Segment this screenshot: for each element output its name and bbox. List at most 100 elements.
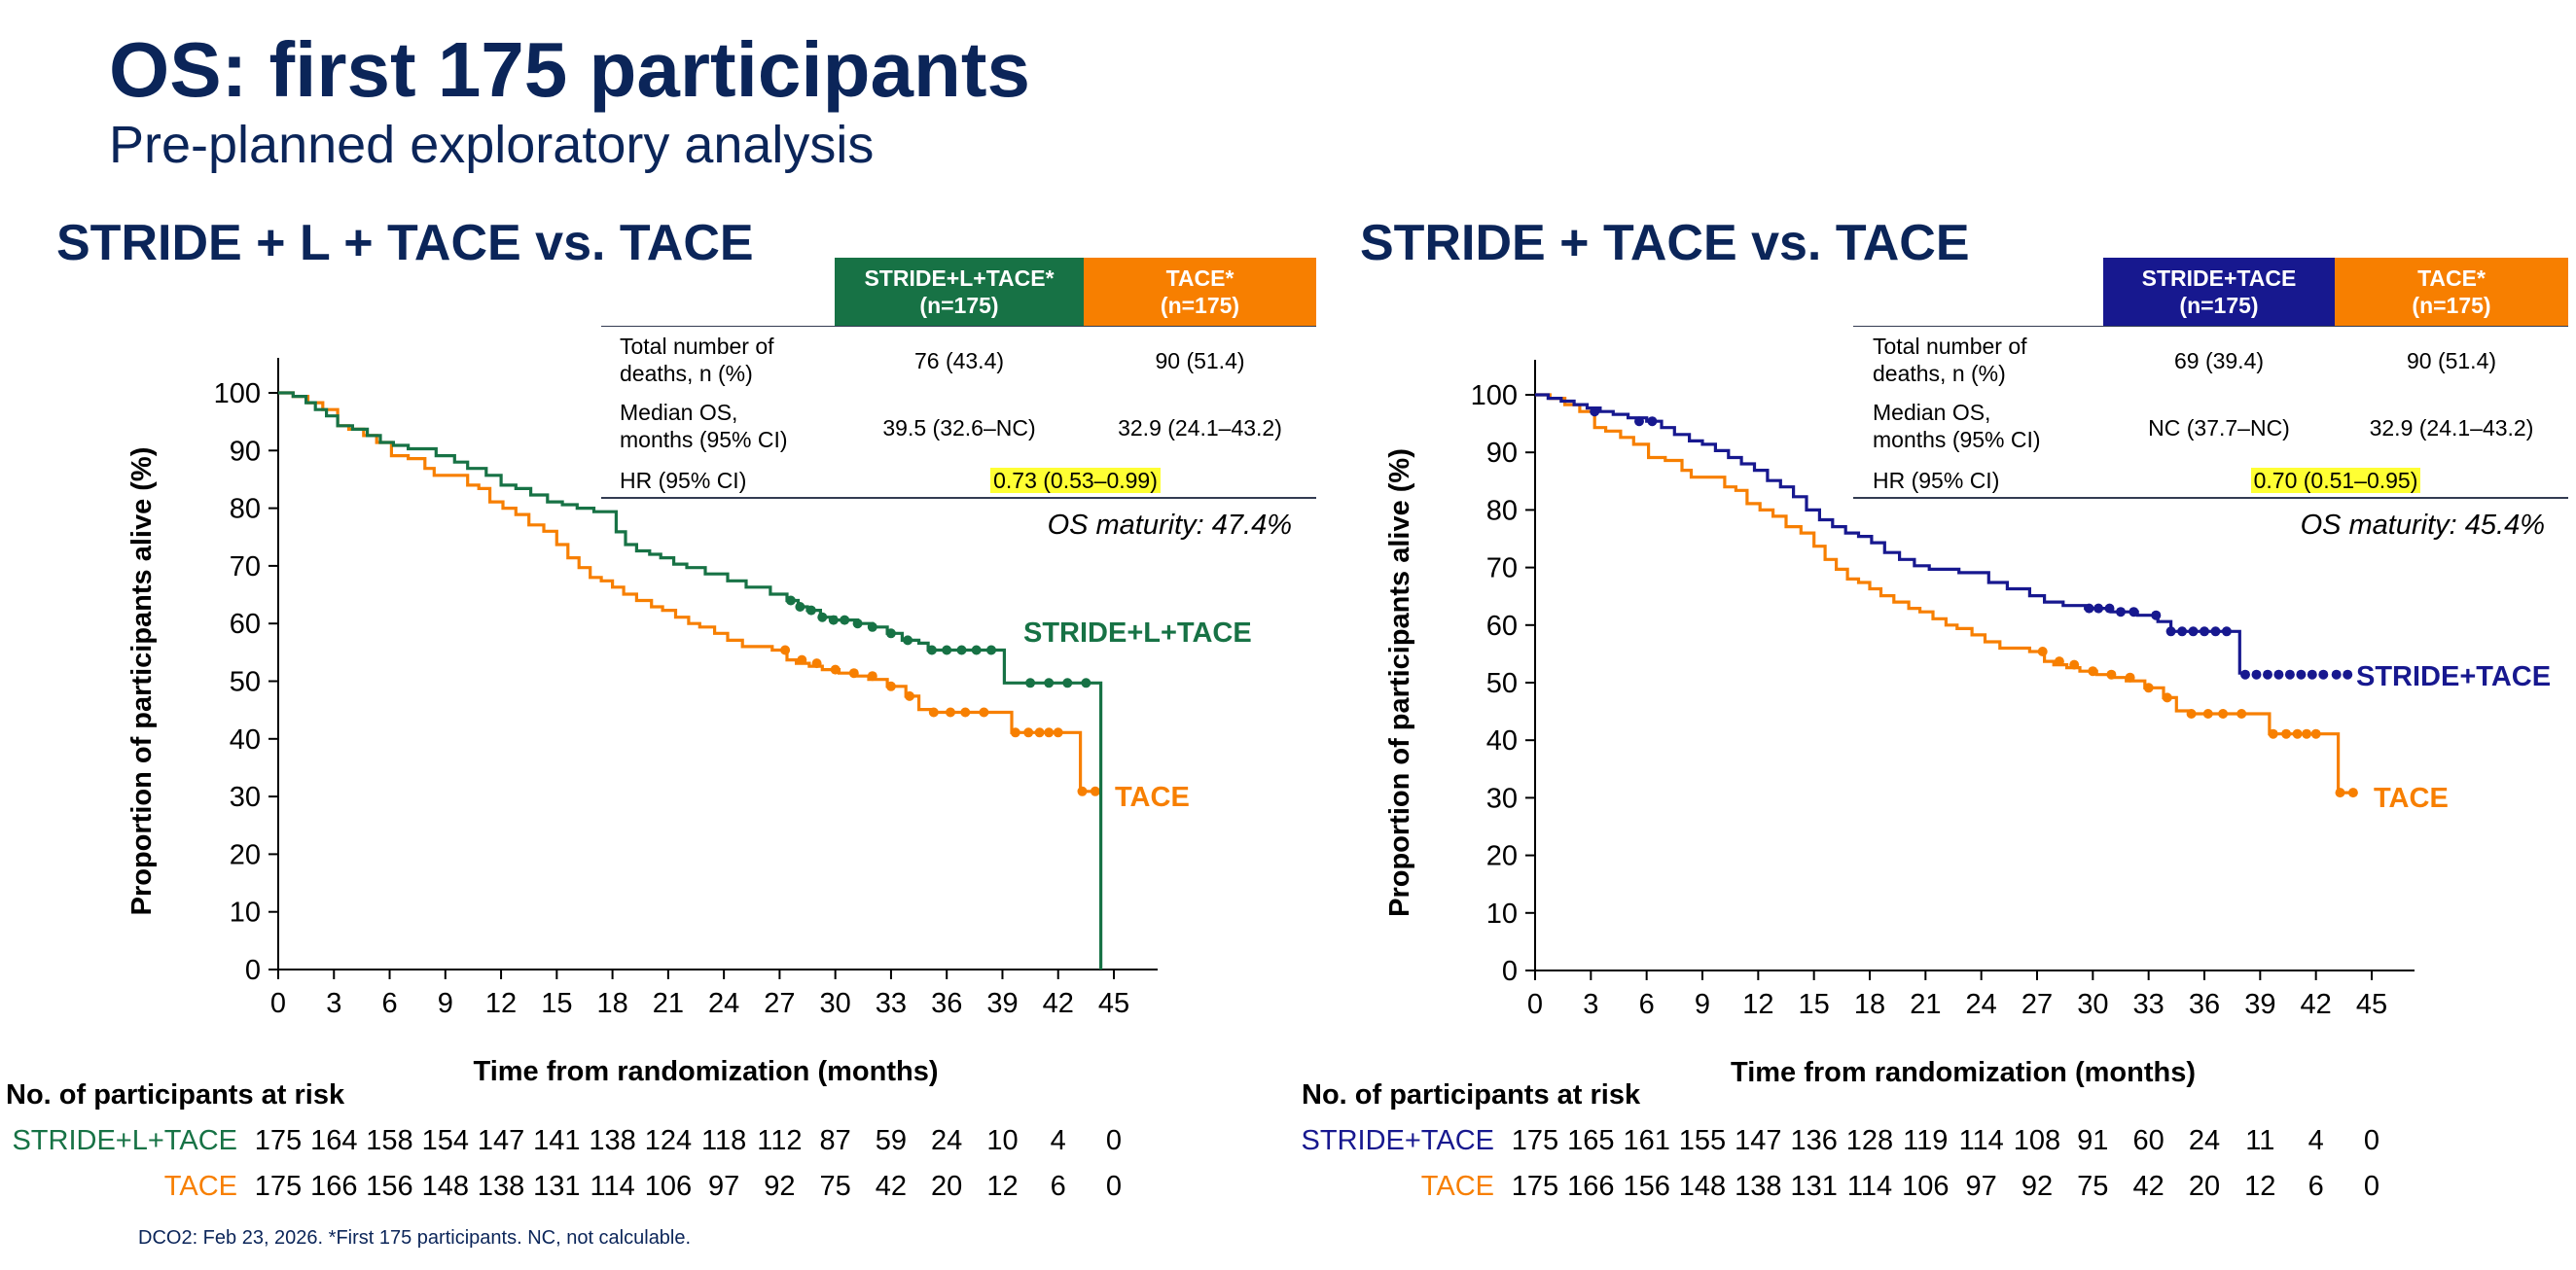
left-risk-control-value: 114 [590,1171,635,1202]
right-x-tick-label: 6 [1639,989,1655,1020]
left-row1-treatment: 76 (43.4) [913,348,1005,373]
left-series-control-censor-mark [905,690,914,701]
right-y-tick-label: 90 [1486,438,1518,469]
left-y-tick-label: 50 [230,667,261,698]
left-x-tick-label: 21 [653,988,684,1019]
right-risk-treatment-value: 155 [1678,1125,1727,1156]
left-risk-label-treatment: STRIDE+L+TACE [12,1125,237,1156]
right-series-treatment-censor-mark [2084,603,2094,614]
left-risk-control-value: 20 [931,1171,963,1202]
left-x-tick-label: 36 [931,988,962,1019]
right-row2-control: 32.9 (24.1–43.2) [2369,415,2534,441]
left-x-tick-label: 18 [596,988,627,1019]
page-title: OS: first 175 participants [109,26,1030,113]
left-table-header-control-label: TACE* [1165,265,1234,291]
right-risk-treatment-value: 4 [2308,1125,2324,1156]
left-risk-control-value: 175 [254,1171,303,1202]
right-table-header-control-label: TACE* [2417,265,2486,291]
right-y-tick-label: 10 [1486,899,1518,930]
right-series-treatment-censor-mark [2104,603,2115,614]
right-series-treatment-censor-mark [2296,669,2307,680]
left-row2-control: 32.9 (24.1–43.2) [1118,415,1282,441]
left-risk-treatment-value: 138 [589,1125,636,1156]
right-risk-treatment-value: 11 [2245,1125,2275,1156]
right-row2-treatment: NC (37.7–NC) [2148,415,2290,441]
left-row2-label-b: months (95% CI) [620,427,788,452]
right-series-treatment-censor-mark [2188,626,2199,637]
left-risk-treatment-value: 10 [986,1125,1019,1156]
right-series-control-censor-mark [2069,659,2080,670]
right-series-treatment-censor-mark [2307,669,2317,680]
right-row1-control: 90 (51.4) [2406,348,2497,373]
left-row1-label-a: Total number of [620,334,774,359]
left-table-header-control: TACE* (n=175) [1084,258,1316,326]
left-series-control-censor-mark [979,707,989,718]
left-series-treatment-censor-mark [805,605,816,616]
right-series-treatment-censor-mark [2221,626,2232,637]
right-risk-control-value: 75 [2077,1171,2109,1202]
left-risk-control-value: 166 [310,1171,358,1202]
left-series-treatment-censor-mark [1081,678,1091,688]
left-series-treatment-censor-mark [840,615,850,625]
left-series-treatment-censor-mark [971,645,982,655]
right-series-control-censor-mark [2281,728,2292,739]
left-risk-heading: No. of participants at risk [6,1079,345,1111]
right-y-tick-label: 60 [1486,611,1518,642]
left-series-control-censor-mark [1034,727,1045,738]
right-x-tick-label: 18 [1854,989,1885,1020]
right-risk-treatment-value: 165 [1567,1125,1615,1156]
left-risk-control-value: 138 [477,1171,525,1202]
left-series-treatment-censor-mark [903,635,913,646]
left-series-treatment-censor-mark [828,615,839,625]
right-series-treatment-censor-mark [2129,607,2139,617]
right-risk-treatment-value: 161 [1623,1125,1670,1156]
right-series-control-censor-mark [2037,647,2048,656]
left-series-treatment-censor-mark [1044,678,1055,688]
left-y-tick-label: 40 [230,724,261,756]
right-series-treatment-censor-mark [2093,603,2104,614]
left-series-treatment-censor-mark [1025,678,1036,688]
left-row3-label: HR (95% CI) [620,468,747,493]
right-series-control-censor-mark [2218,709,2229,719]
right-series-control-censor-mark [2268,728,2278,739]
left-series-control-censor-mark [797,654,807,665]
left-series-treatment-censor-mark [956,645,967,655]
left-risk-treatment-value: 158 [366,1125,413,1156]
left-series-control-censor-mark [1010,727,1020,738]
left-series-control-censor-mark [1023,727,1034,738]
right-y-tick-label: 50 [1486,668,1518,699]
right-y-tick-label: 40 [1486,725,1518,757]
right-row2-label-a: Median OS, [1873,400,1991,425]
right-risk-treatment-value: 91 [2077,1125,2109,1156]
right-risk-control-value: 42 [2132,1171,2165,1202]
right-risk-label-control: TACE [1420,1171,1494,1202]
right-series-control-censor-mark [2202,709,2213,719]
right-x-tick-label: 12 [1742,989,1773,1020]
right-row1-treatment: 69 (39.4) [2173,348,2265,373]
left-table-bottom-rule [601,497,1316,499]
left-series-treatment-censor-mark [852,618,863,629]
right-series-control-censor-mark [2162,692,2172,703]
right-risk-control-value: 156 [1623,1171,1670,1202]
right-table-top-rule [1853,326,2568,327]
left-y-tick-label: 80 [230,494,261,525]
left-y-tick-label: 20 [230,839,261,870]
right-risk-control-value: 20 [2188,1171,2221,1202]
right-row1-label-b: deaths, n (%) [1873,361,2006,386]
right-series-control-censor-mark [2125,672,2135,683]
right-series-treatment-censor-mark [2263,669,2272,680]
right-y-tick-label: 80 [1486,495,1518,526]
left-x-tick-label: 39 [986,988,1018,1019]
left-series-control-censor-mark [1090,786,1100,796]
right-risk-treatment-value: 147 [1735,1125,1782,1156]
left-series-control-censor-mark [830,664,841,675]
left-x-tick-label: 27 [764,988,795,1019]
left-series-control-censor-mark [1044,727,1055,738]
left-y-axis-label: Proportion of participants alive (%) [126,447,158,916]
left-series-control-line [278,391,1095,794]
left-x-tick-label: 9 [438,988,453,1019]
right-series-treatment-censor-mark [2251,669,2262,680]
right-series-treatment-censor-mark [2116,607,2126,617]
right-series-control-censor-mark [2347,788,2358,798]
right-y-tick-label: 70 [1486,553,1518,584]
